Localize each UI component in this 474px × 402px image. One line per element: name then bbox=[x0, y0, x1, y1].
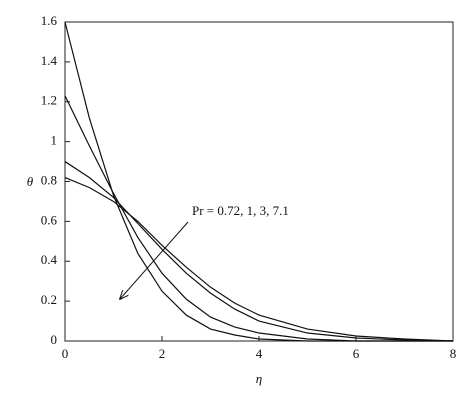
y-tick-label: 0.4 bbox=[41, 252, 58, 267]
curve bbox=[64, 161, 454, 342]
y-tick-label: 0.8 bbox=[41, 172, 57, 187]
curve bbox=[64, 176, 454, 342]
y-tick-label: 0.6 bbox=[41, 212, 58, 227]
x-axis-label: η bbox=[256, 371, 262, 386]
y-axis-label: θ bbox=[27, 174, 34, 189]
y-tick-label: 1.2 bbox=[41, 93, 57, 108]
x-tick-label: 4 bbox=[256, 346, 263, 361]
annotation: Pr = 0.72, 1, 3, 7.1 bbox=[192, 203, 289, 218]
y-tick-label: 1.6 bbox=[41, 13, 58, 28]
y-tick-label: 1 bbox=[51, 133, 58, 148]
x-tick-label: 2 bbox=[159, 346, 166, 361]
plot-frame bbox=[64, 21, 454, 342]
curve bbox=[64, 21, 453, 342]
x-tick-label: 8 bbox=[450, 346, 457, 361]
x-tick-label: 0 bbox=[62, 346, 69, 361]
x-tick-label: 6 bbox=[353, 346, 360, 361]
y-tick-label: 0 bbox=[51, 332, 58, 347]
y-tick-label: 1.4 bbox=[41, 53, 58, 68]
y-tick-label: 0.2 bbox=[41, 292, 57, 307]
